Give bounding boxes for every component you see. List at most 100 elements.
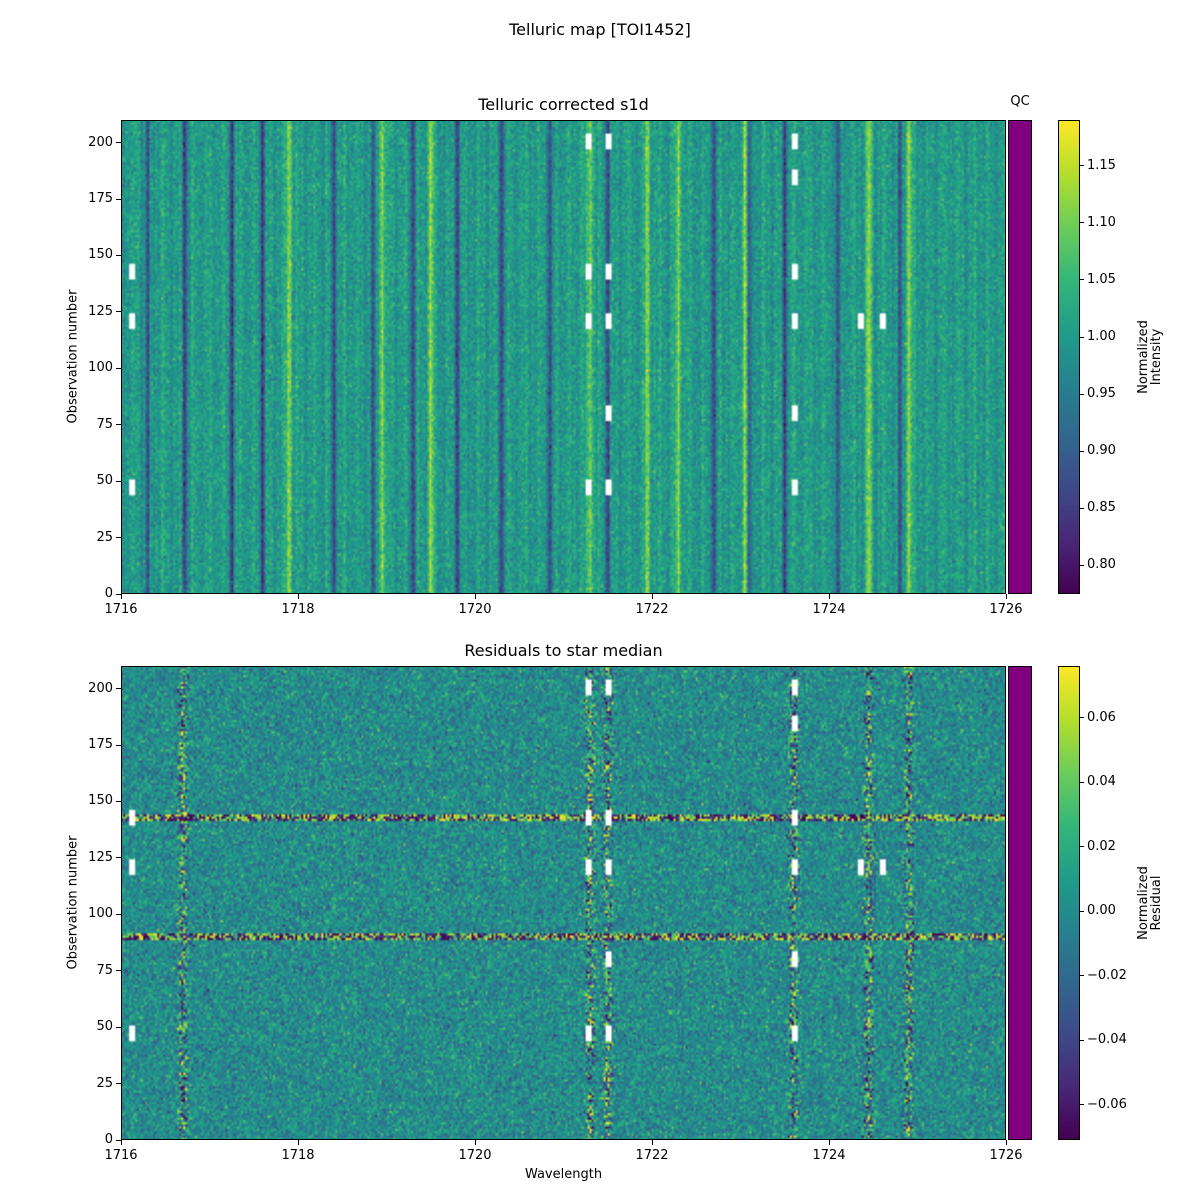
y-tick xyxy=(116,198,121,200)
colorbar xyxy=(1058,666,1080,1140)
x-tick-label: 1724 xyxy=(812,1148,846,1163)
y-tick-label: 100 xyxy=(88,906,113,922)
qc-bar xyxy=(1008,120,1032,594)
colorbar-tick-label: −0.02 xyxy=(1087,967,1127,983)
x-tick xyxy=(828,1140,830,1145)
x-tick xyxy=(828,594,830,599)
colorbar-tick xyxy=(1080,1104,1084,1106)
x-tick xyxy=(474,594,476,599)
y-tick xyxy=(116,254,121,256)
colorbar-tick xyxy=(1080,507,1084,509)
x-tick-label: 1726 xyxy=(989,1148,1023,1163)
colorbar-tick-label: 0.85 xyxy=(1087,500,1116,516)
y-tick-label: 200 xyxy=(88,134,113,150)
y-tick xyxy=(116,593,121,595)
y-tick xyxy=(116,1083,121,1085)
y-tick-label: 125 xyxy=(88,849,113,865)
y-tick xyxy=(116,1139,121,1141)
colorbar-label-line: Intensity xyxy=(1149,328,1164,386)
x-tick xyxy=(120,1140,122,1145)
colorbar-tick-label: 0.06 xyxy=(1087,709,1116,725)
colorbar-label: Normalized Intensity xyxy=(1136,307,1164,407)
y-axis-label: Observation number xyxy=(65,289,81,424)
y-tick-label: 75 xyxy=(96,416,113,432)
y-tick xyxy=(116,537,121,539)
x-tick-label: 1720 xyxy=(458,602,492,617)
colorbar-tick-label: 0.90 xyxy=(1087,443,1116,459)
x-tick xyxy=(297,594,299,599)
y-tick xyxy=(116,913,121,915)
colorbar-tick-label: 0.00 xyxy=(1087,903,1116,919)
colorbar-tick-label: −0.06 xyxy=(1087,1096,1127,1112)
y-tick xyxy=(116,480,121,482)
y-tick-label: 25 xyxy=(96,529,113,545)
y-tick xyxy=(116,424,121,426)
heatmap-image xyxy=(121,666,1006,1140)
colorbar-tick xyxy=(1080,279,1084,281)
qc-bar xyxy=(1008,666,1032,1140)
colorbar xyxy=(1058,120,1080,594)
figure-suptitle: Telluric map [TOI1452] xyxy=(509,20,691,39)
panel-title: Residuals to star median xyxy=(464,641,663,660)
x-tick xyxy=(297,1140,299,1145)
x-tick-label: 1724 xyxy=(812,602,846,617)
y-tick-label: 50 xyxy=(96,1019,113,1035)
y-tick-label: 150 xyxy=(88,247,113,263)
x-tick-label: 1718 xyxy=(281,1148,315,1163)
qc-label: QC xyxy=(1010,94,1030,109)
panel-title: Telluric corrected s1d xyxy=(478,95,649,114)
x-tick xyxy=(1005,594,1007,599)
x-tick-label: 1716 xyxy=(104,602,138,617)
x-tick-label: 1726 xyxy=(989,602,1023,617)
y-tick-label: 0 xyxy=(104,586,113,601)
y-tick-label: 200 xyxy=(88,680,113,696)
y-tick xyxy=(116,688,121,690)
x-tick-label: 1722 xyxy=(635,602,669,617)
x-tick xyxy=(651,594,653,599)
colorbar-tick-label: −0.04 xyxy=(1087,1032,1127,1048)
colorbar-tick xyxy=(1080,564,1084,566)
x-axis-label: Wavelength xyxy=(524,1167,603,1182)
colorbar-tick xyxy=(1080,910,1084,912)
colorbar-tick xyxy=(1080,717,1084,719)
y-tick xyxy=(116,970,121,972)
y-tick xyxy=(116,367,121,369)
colorbar-tick-label: 1.15 xyxy=(1087,157,1116,173)
y-tick-label: 75 xyxy=(96,962,113,978)
colorbar-label: Normalized Residual xyxy=(1136,853,1164,953)
colorbar-tick xyxy=(1080,846,1084,848)
colorbar-tick-label: 0.04 xyxy=(1087,774,1116,790)
heatmap-image xyxy=(121,120,1006,594)
colorbar-tick-label: 1.00 xyxy=(1087,329,1116,344)
colorbar-tick xyxy=(1080,222,1084,224)
colorbar-tick xyxy=(1080,393,1084,395)
y-tick-label: 175 xyxy=(88,737,113,752)
y-tick-label: 125 xyxy=(88,303,113,319)
x-tick-label: 1722 xyxy=(635,1148,669,1163)
y-tick-label: 50 xyxy=(96,473,113,489)
colorbar-tick xyxy=(1080,975,1084,977)
x-tick-label: 1716 xyxy=(104,1148,138,1163)
x-tick xyxy=(651,1140,653,1145)
colorbar-tick xyxy=(1080,336,1084,338)
y-tick-label: 0 xyxy=(104,1132,113,1147)
colorbar-tick xyxy=(1080,781,1084,783)
colorbar-tick xyxy=(1080,1039,1084,1041)
y-axis-label: Observation number xyxy=(65,835,81,970)
y-tick xyxy=(116,1026,121,1028)
y-tick xyxy=(116,857,121,859)
x-tick xyxy=(1005,1140,1007,1145)
y-tick xyxy=(116,311,121,313)
y-tick-label: 100 xyxy=(88,360,113,376)
x-tick-label: 1720 xyxy=(458,1148,492,1163)
x-tick xyxy=(120,594,122,599)
colorbar-tick xyxy=(1080,165,1084,167)
y-tick xyxy=(116,744,121,746)
colorbar-label-line: Residual xyxy=(1149,875,1164,931)
y-tick-label: 25 xyxy=(96,1075,113,1091)
y-tick xyxy=(116,800,121,802)
y-tick xyxy=(116,142,121,144)
y-tick-label: 175 xyxy=(88,191,113,206)
colorbar-tick-label: 1.10 xyxy=(1087,214,1116,230)
